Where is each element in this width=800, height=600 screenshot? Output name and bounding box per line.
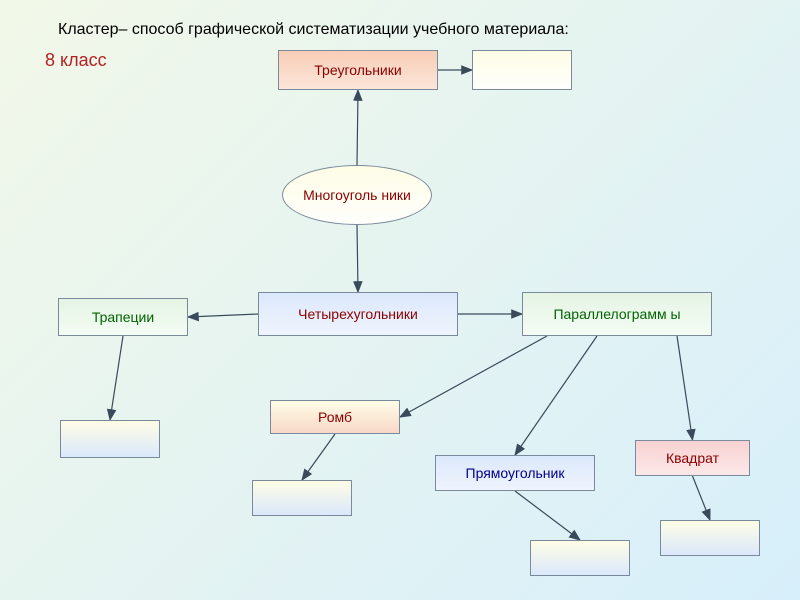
node-parallelograms: Параллелограмм ы <box>522 292 712 336</box>
arrow-rhombus-to-rhombus_blank <box>302 434 335 480</box>
arrow-trapezoids-to-trapezoids_blank <box>110 336 123 420</box>
node-triangles: Треугольники <box>278 50 438 90</box>
arrow-polygons-to-triangles <box>357 90 358 165</box>
arrow-quadrilaterals-to-trapezoids <box>188 314 258 317</box>
arrow-square-to-square_blank <box>693 476 711 520</box>
node-triangles_blank <box>472 50 572 90</box>
arrow-polygons-to-quadrilaterals <box>357 225 358 292</box>
diagram-subtitle: 8 класс <box>45 50 107 72</box>
arrow-rectangle-to-rectangle_blank <box>515 491 580 540</box>
arrow-parallelograms-to-square <box>677 336 693 440</box>
node-rectangle_blank <box>530 540 630 576</box>
node-polygons: Многоуголь ники <box>282 165 432 225</box>
node-trapezoids: Трапеции <box>58 298 188 336</box>
diagram-canvas: Треугольники Многоуголь ники Трапеции Четыр… <box>0 0 800 600</box>
node-rectangle: Прямоугольник <box>435 455 595 491</box>
node-square: Квадрат <box>635 440 750 476</box>
arrow-parallelograms-to-rhombus <box>400 336 547 417</box>
arrow-parallelograms-to-rectangle <box>515 336 597 455</box>
node-rhombus: Ромб <box>270 400 400 434</box>
node-rhombus_blank <box>252 480 352 516</box>
node-trapezoids_blank <box>60 420 160 458</box>
node-quadrilaterals: Четырехугольники <box>258 292 458 336</box>
node-square_blank <box>660 520 760 556</box>
diagram-title: Кластер – способ графической систематиза… <box>58 20 569 39</box>
